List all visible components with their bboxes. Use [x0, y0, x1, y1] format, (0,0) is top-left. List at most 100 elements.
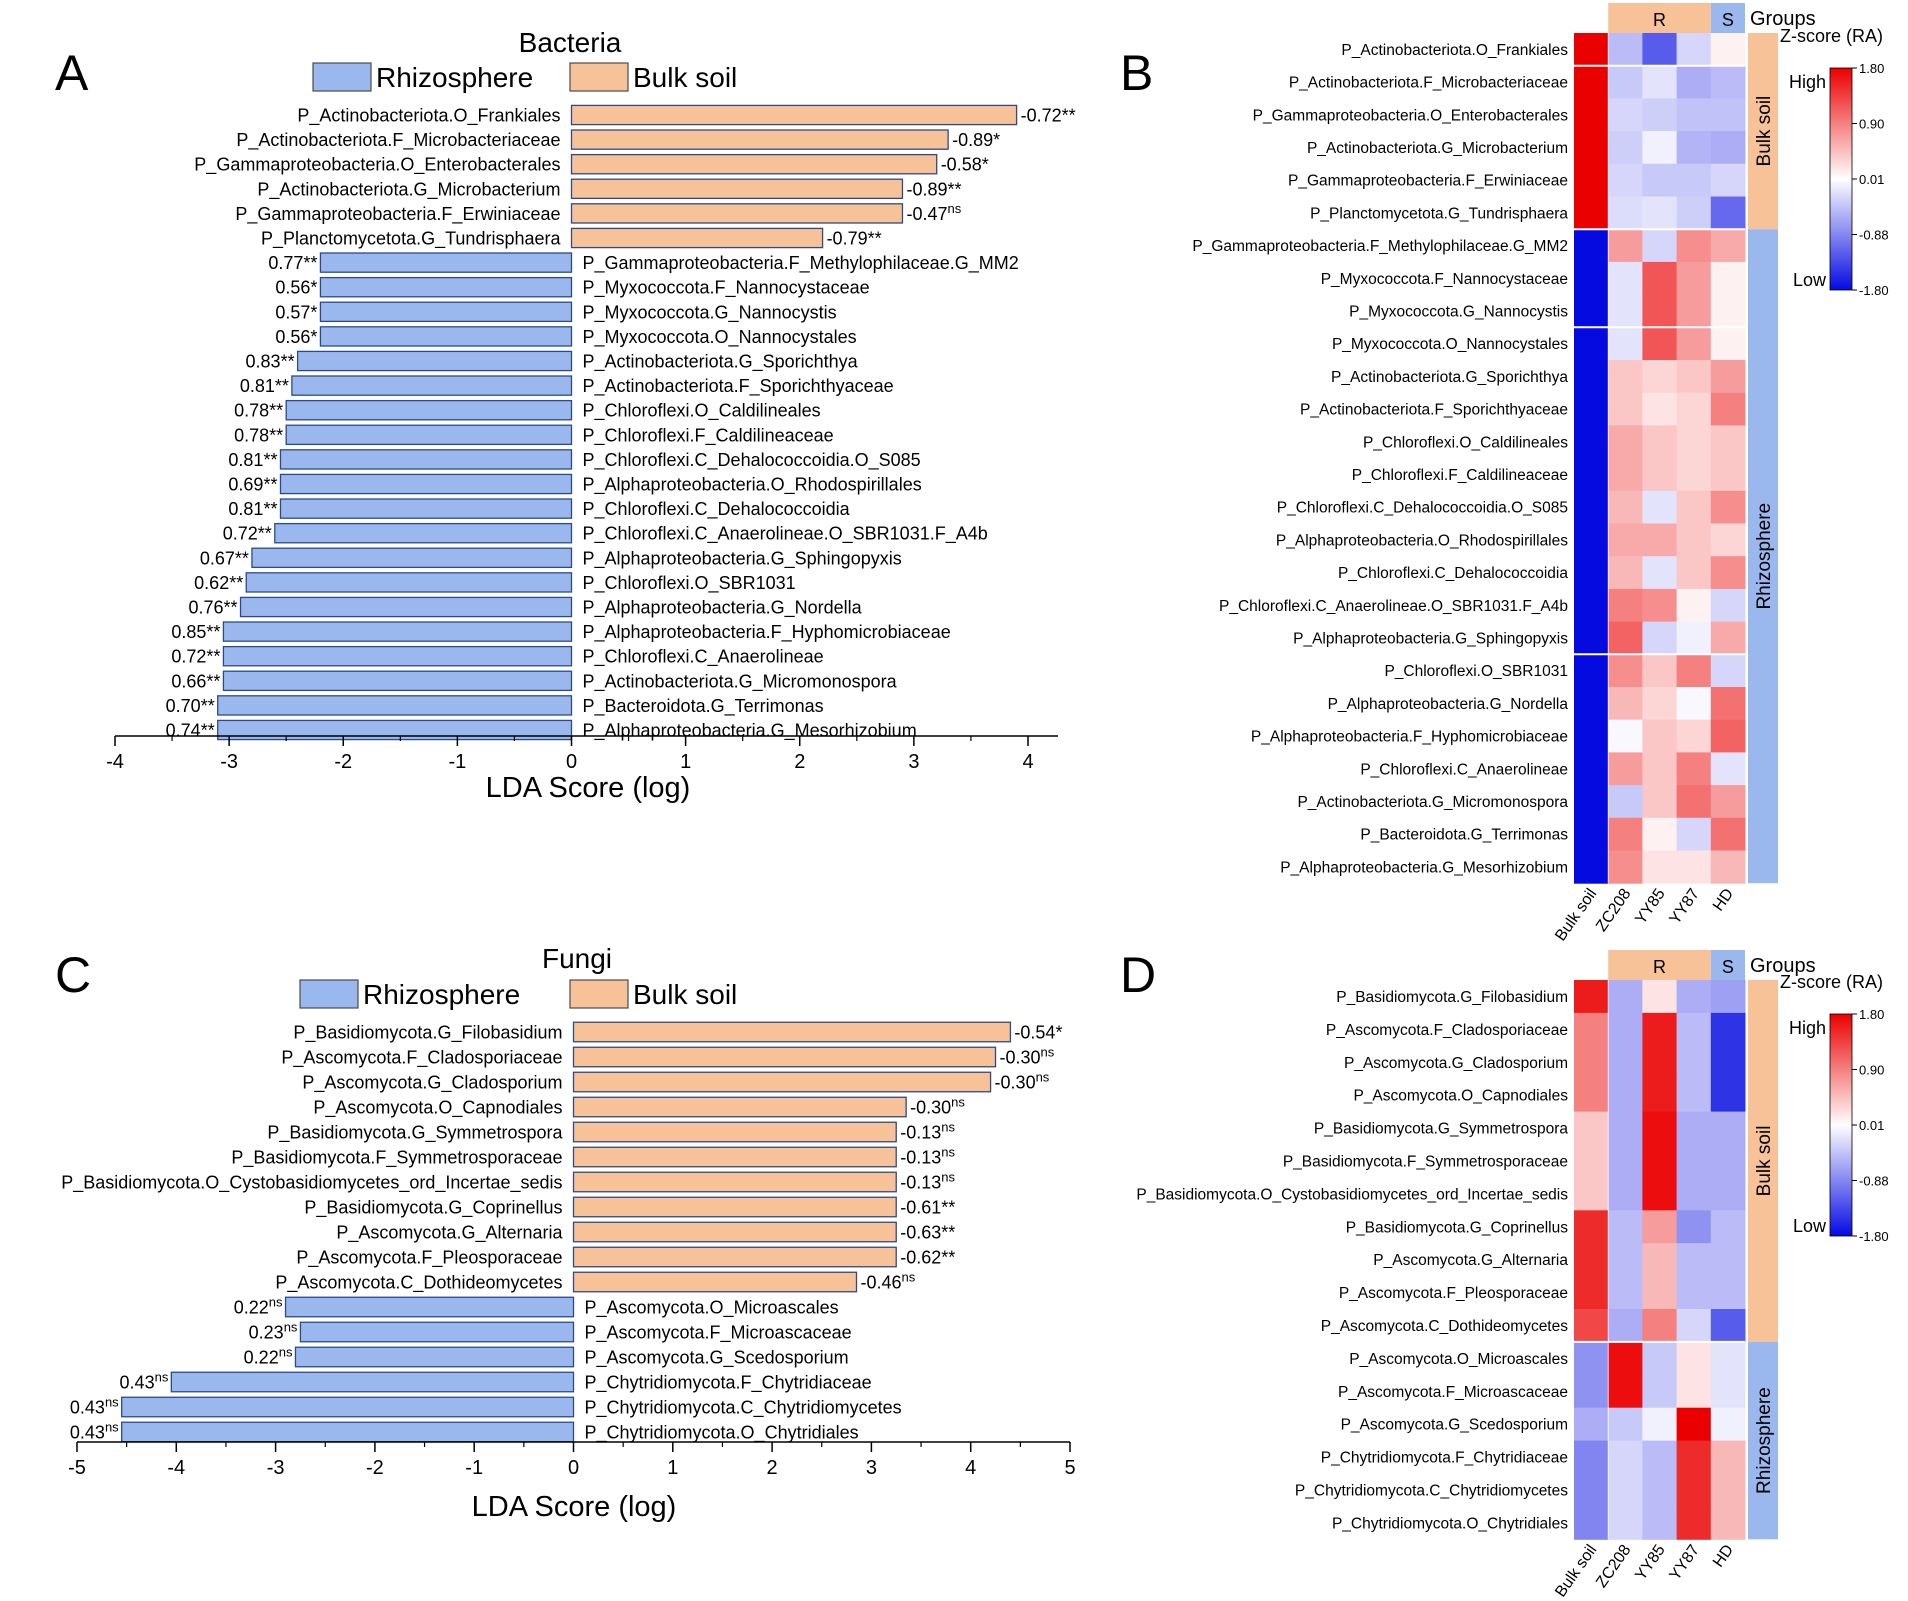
heatmap-cell: [1676, 719, 1712, 753]
correlation-label: 0.66**: [171, 671, 220, 691]
heatmap-row-label: P_Basidiomycota.G_Filobasidium: [1336, 989, 1568, 1006]
heatmap-cell: [1608, 1374, 1643, 1409]
scale-tick-label: -1.80: [1859, 283, 1889, 298]
x-tick-label: 1: [680, 751, 691, 773]
x-tick-label: -2: [334, 751, 352, 773]
heatmap-cell: [1574, 1045, 1609, 1080]
heatmap-cell: [1608, 523, 1643, 557]
bar-label: P_Basidiomycota.G_Symmetrospora -0.13ns: [267, 1120, 955, 1144]
heatmap-cell: [1710, 360, 1746, 394]
legend-label-rhizosphere: Rhizosphere: [376, 62, 533, 93]
taxon-label: P_Ascomycota.F_Microascaceae: [585, 1323, 852, 1344]
heatmap-cell: [1574, 817, 1609, 851]
x-tick-label: 1: [667, 1457, 678, 1479]
bar: [291, 375, 573, 396]
x-tick-label: 3: [908, 751, 919, 773]
heatmap-cell: [1710, 1309, 1746, 1343]
bar: [284, 1296, 575, 1318]
panel-letter-d: D: [1120, 947, 1156, 1003]
heatmap-column-label: YY87: [1667, 886, 1703, 928]
panel-c-bar-chart: C Fungi Rhizosphere Bulk soil P_Basidiomy…: [55, 943, 1076, 1523]
heatmap-cell: [1574, 294, 1609, 328]
heatmap-cell: [1676, 425, 1712, 459]
bar: [222, 645, 573, 667]
x-tick-label: 4: [1022, 751, 1033, 773]
heatmap-cell: [1574, 425, 1609, 459]
x-tick-label: -5: [68, 1457, 86, 1479]
bar: [570, 203, 904, 224]
heatmap-cell: [1642, 1407, 1678, 1442]
heatmap-cell: [1676, 850, 1712, 884]
correlation-label: 0.72**: [223, 524, 272, 544]
heatmap-cell: [1574, 458, 1609, 492]
legend-swatch-rhizosphere: [299, 979, 359, 1009]
heatmap-row-label: P_Actinobacteriota.F_Microbacteriaceae: [1289, 75, 1568, 92]
taxon-label: P_Basidiomycota.G_Coprinellus: [304, 1198, 562, 1219]
bar: [570, 178, 904, 200]
column-group-label: S: [1722, 10, 1734, 30]
heatmap-cell: [1642, 294, 1678, 328]
heatmap-cell: [1608, 621, 1643, 655]
heatmap-cell: [1608, 33, 1643, 67]
bar: [170, 1371, 575, 1393]
panel-d-heatmap: D R S Groups P_Basidiomycota.G_Filobasidium…: [1120, 947, 1889, 1600]
panel-b-heatmap: B R S Groups P_Actinobacteriota.O_Frankiale…: [1120, 3, 1889, 944]
bar-label: P_Chloroflexi.C_Anaerolineae.O_SBR1031.F…: [223, 524, 988, 545]
row-group-rhizosphere: [1748, 1341, 1778, 1540]
x-tick-label: -2: [366, 1457, 384, 1479]
heatmap-cell: [1710, 980, 1746, 1014]
heatmap-row-label: P_Chloroflexi.C_Dehalococcoidia.O_S085: [1277, 500, 1568, 517]
column-group-label: R: [1653, 10, 1666, 30]
heatmap-cell: [1608, 1111, 1643, 1145]
heatmap-cell: [1676, 196, 1712, 230]
heatmap-cell: [1574, 1177, 1609, 1211]
correlation-label: 0.72**: [171, 647, 220, 667]
correlation-label: -0.13ns: [900, 1170, 955, 1193]
bar-label: P_Chloroflexi.F_Caldilineaceae 0.78**: [234, 425, 834, 446]
heatmap-cell: [1676, 392, 1712, 426]
heatmap-cell: [1574, 1144, 1609, 1178]
heatmap-row-label: P_Gammaproteobacteria.F_Erwiniaceae: [1288, 173, 1568, 190]
bar-label: P_Ascomycota.F_Pleosporaceae -0.62**: [296, 1248, 955, 1269]
bar: [121, 1421, 575, 1443]
bar: [319, 326, 573, 347]
bar: [285, 424, 573, 446]
taxon-label: P_Actinobacteriota.G_Microbacterium: [257, 179, 560, 200]
heatmap-cell: [1574, 850, 1609, 884]
heatmap-cell: [1574, 261, 1609, 296]
heatmap-cell: [1608, 196, 1643, 230]
correlation-label: 0.78**: [234, 401, 283, 421]
heatmap-cell: [1642, 1374, 1678, 1409]
heatmap-cell: [1574, 687, 1609, 721]
correlation-label: 0.81**: [228, 450, 277, 470]
heatmap-column-label: YY85: [1632, 886, 1668, 928]
bar: [279, 473, 573, 495]
correlation-label: 0.43ns: [120, 1370, 169, 1393]
heatmap-cell: [1608, 425, 1643, 459]
heatmap-cell: [1710, 621, 1746, 655]
column-group-label: R: [1653, 957, 1666, 977]
heatmap-cell: [1642, 1210, 1678, 1244]
heatmap-cell: [1676, 556, 1712, 590]
bar: [572, 1046, 997, 1068]
correlation-label: 0.56*: [275, 327, 317, 347]
heatmap-cell: [1642, 1440, 1678, 1474]
bar: [570, 227, 824, 249]
heatmap-cell: [1642, 1506, 1678, 1540]
heatmap-cell: [1676, 588, 1712, 623]
heatmap-cell: [1608, 1276, 1643, 1310]
scale-tick-label: 0.90: [1859, 117, 1884, 132]
heatmap-cell: [1608, 850, 1643, 884]
heatmap-row-label: P_Actinobacteriota.G_Sporichthya: [1331, 369, 1568, 386]
heatmap-cell: [1710, 1506, 1746, 1540]
bar-label: P_Ascomycota.F_Microascaceae 0.23ns: [249, 1320, 852, 1344]
taxon-label: P_Gammaproteobacteria.O_Enterobacterales: [194, 155, 560, 176]
heatmap-column-label: ZC208: [1593, 886, 1635, 935]
x-tick-label: -3: [267, 1457, 285, 1479]
taxon-label: P_Actinobacteriota.F_Microbacteriaceae: [236, 130, 560, 151]
heatmap-row-label: P_Chloroflexi.C_Anaerolineae: [1360, 761, 1568, 778]
heatmap-cell: [1710, 458, 1746, 492]
heatmap-cell: [1676, 163, 1712, 197]
bar-label: P_Alphaproteobacteria.O_Rhodospirillales…: [228, 475, 921, 496]
bar: [299, 1321, 575, 1343]
